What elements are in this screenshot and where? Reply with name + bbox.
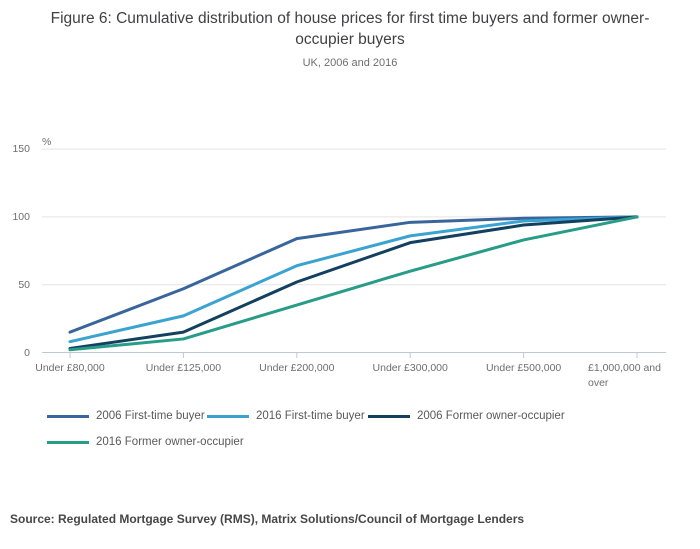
legend-label: 2016 Former owner-occupier [96,436,244,448]
series-line-2006-former-owner-occupier [68,215,639,350]
x-axis-label: Under £200,000 [259,362,335,374]
line-chart-plot-area [42,148,666,358]
legend-item-2006-former-owner-occupier[interactable]: 2006 Former owner-occupier [368,409,565,423]
x-axis-label: £1,000,000 and over [588,362,661,389]
y-axis-label-0: 0 [24,346,30,359]
series-line-2006-first-time-buyer [68,215,639,334]
legend-swatch-2006-former-owner-occupier [368,414,410,418]
legend-label: 2016 First-time buyer [256,410,365,422]
y-axis-unit-label: % [42,136,52,148]
series-line-2016-first-time-buyer [68,215,639,344]
x-axis-label: Under £125,000 [145,362,222,374]
source-text: Source: Regulated Mortgage Survey (RMS),… [10,512,525,526]
chart-title: Figure 6: Cumulative distribution of hou… [50,10,650,48]
series-line-2016-former-owner-occupier [68,215,639,352]
x-axis-label: Under £500,000 [485,362,562,374]
y-axis-label-100: 100 [12,210,30,223]
legend-swatch-2006-first-time-buyer [47,414,89,418]
legend-swatch-2016-former-owner-occupier [47,440,89,444]
y-axis-label-150: 150 [12,143,30,156]
x-axis-label: Under £80,000 [35,362,105,374]
legend-item-2016-first-time-buyer[interactable]: 2016 First-time buyer [207,409,365,423]
legend-label: 2006 First-time buyer [96,410,205,422]
chart-subtitle: UK, 2006 and 2016 [302,57,398,69]
y-axis-label-50: 50 [18,278,30,291]
x-axis-label: Under £300,000 [372,362,448,374]
legend-swatch-2016-first-time-buyer [207,414,249,418]
legend-item-2016-former-owner-occupier[interactable]: 2016 Former owner-occupier [47,435,244,449]
legend-item-2006-first-time-buyer[interactable]: 2006 First-time buyer [47,409,205,423]
legend-label: 2006 Former owner-occupier [417,410,565,422]
